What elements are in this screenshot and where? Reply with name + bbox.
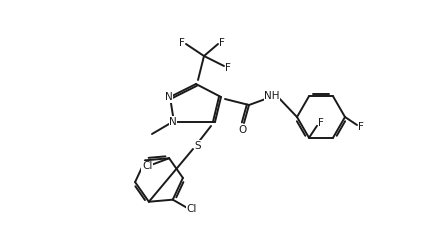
Text: N: N (165, 92, 173, 102)
Text: F: F (219, 38, 225, 48)
Text: F: F (357, 122, 363, 132)
Text: O: O (238, 125, 247, 135)
Text: NH: NH (264, 91, 279, 101)
Text: N: N (169, 117, 176, 127)
Text: F: F (178, 38, 184, 48)
Text: Cl: Cl (186, 204, 196, 214)
Text: Cl: Cl (141, 161, 152, 171)
Text: F: F (317, 118, 323, 128)
Text: S: S (194, 141, 201, 151)
Text: F: F (225, 63, 230, 73)
